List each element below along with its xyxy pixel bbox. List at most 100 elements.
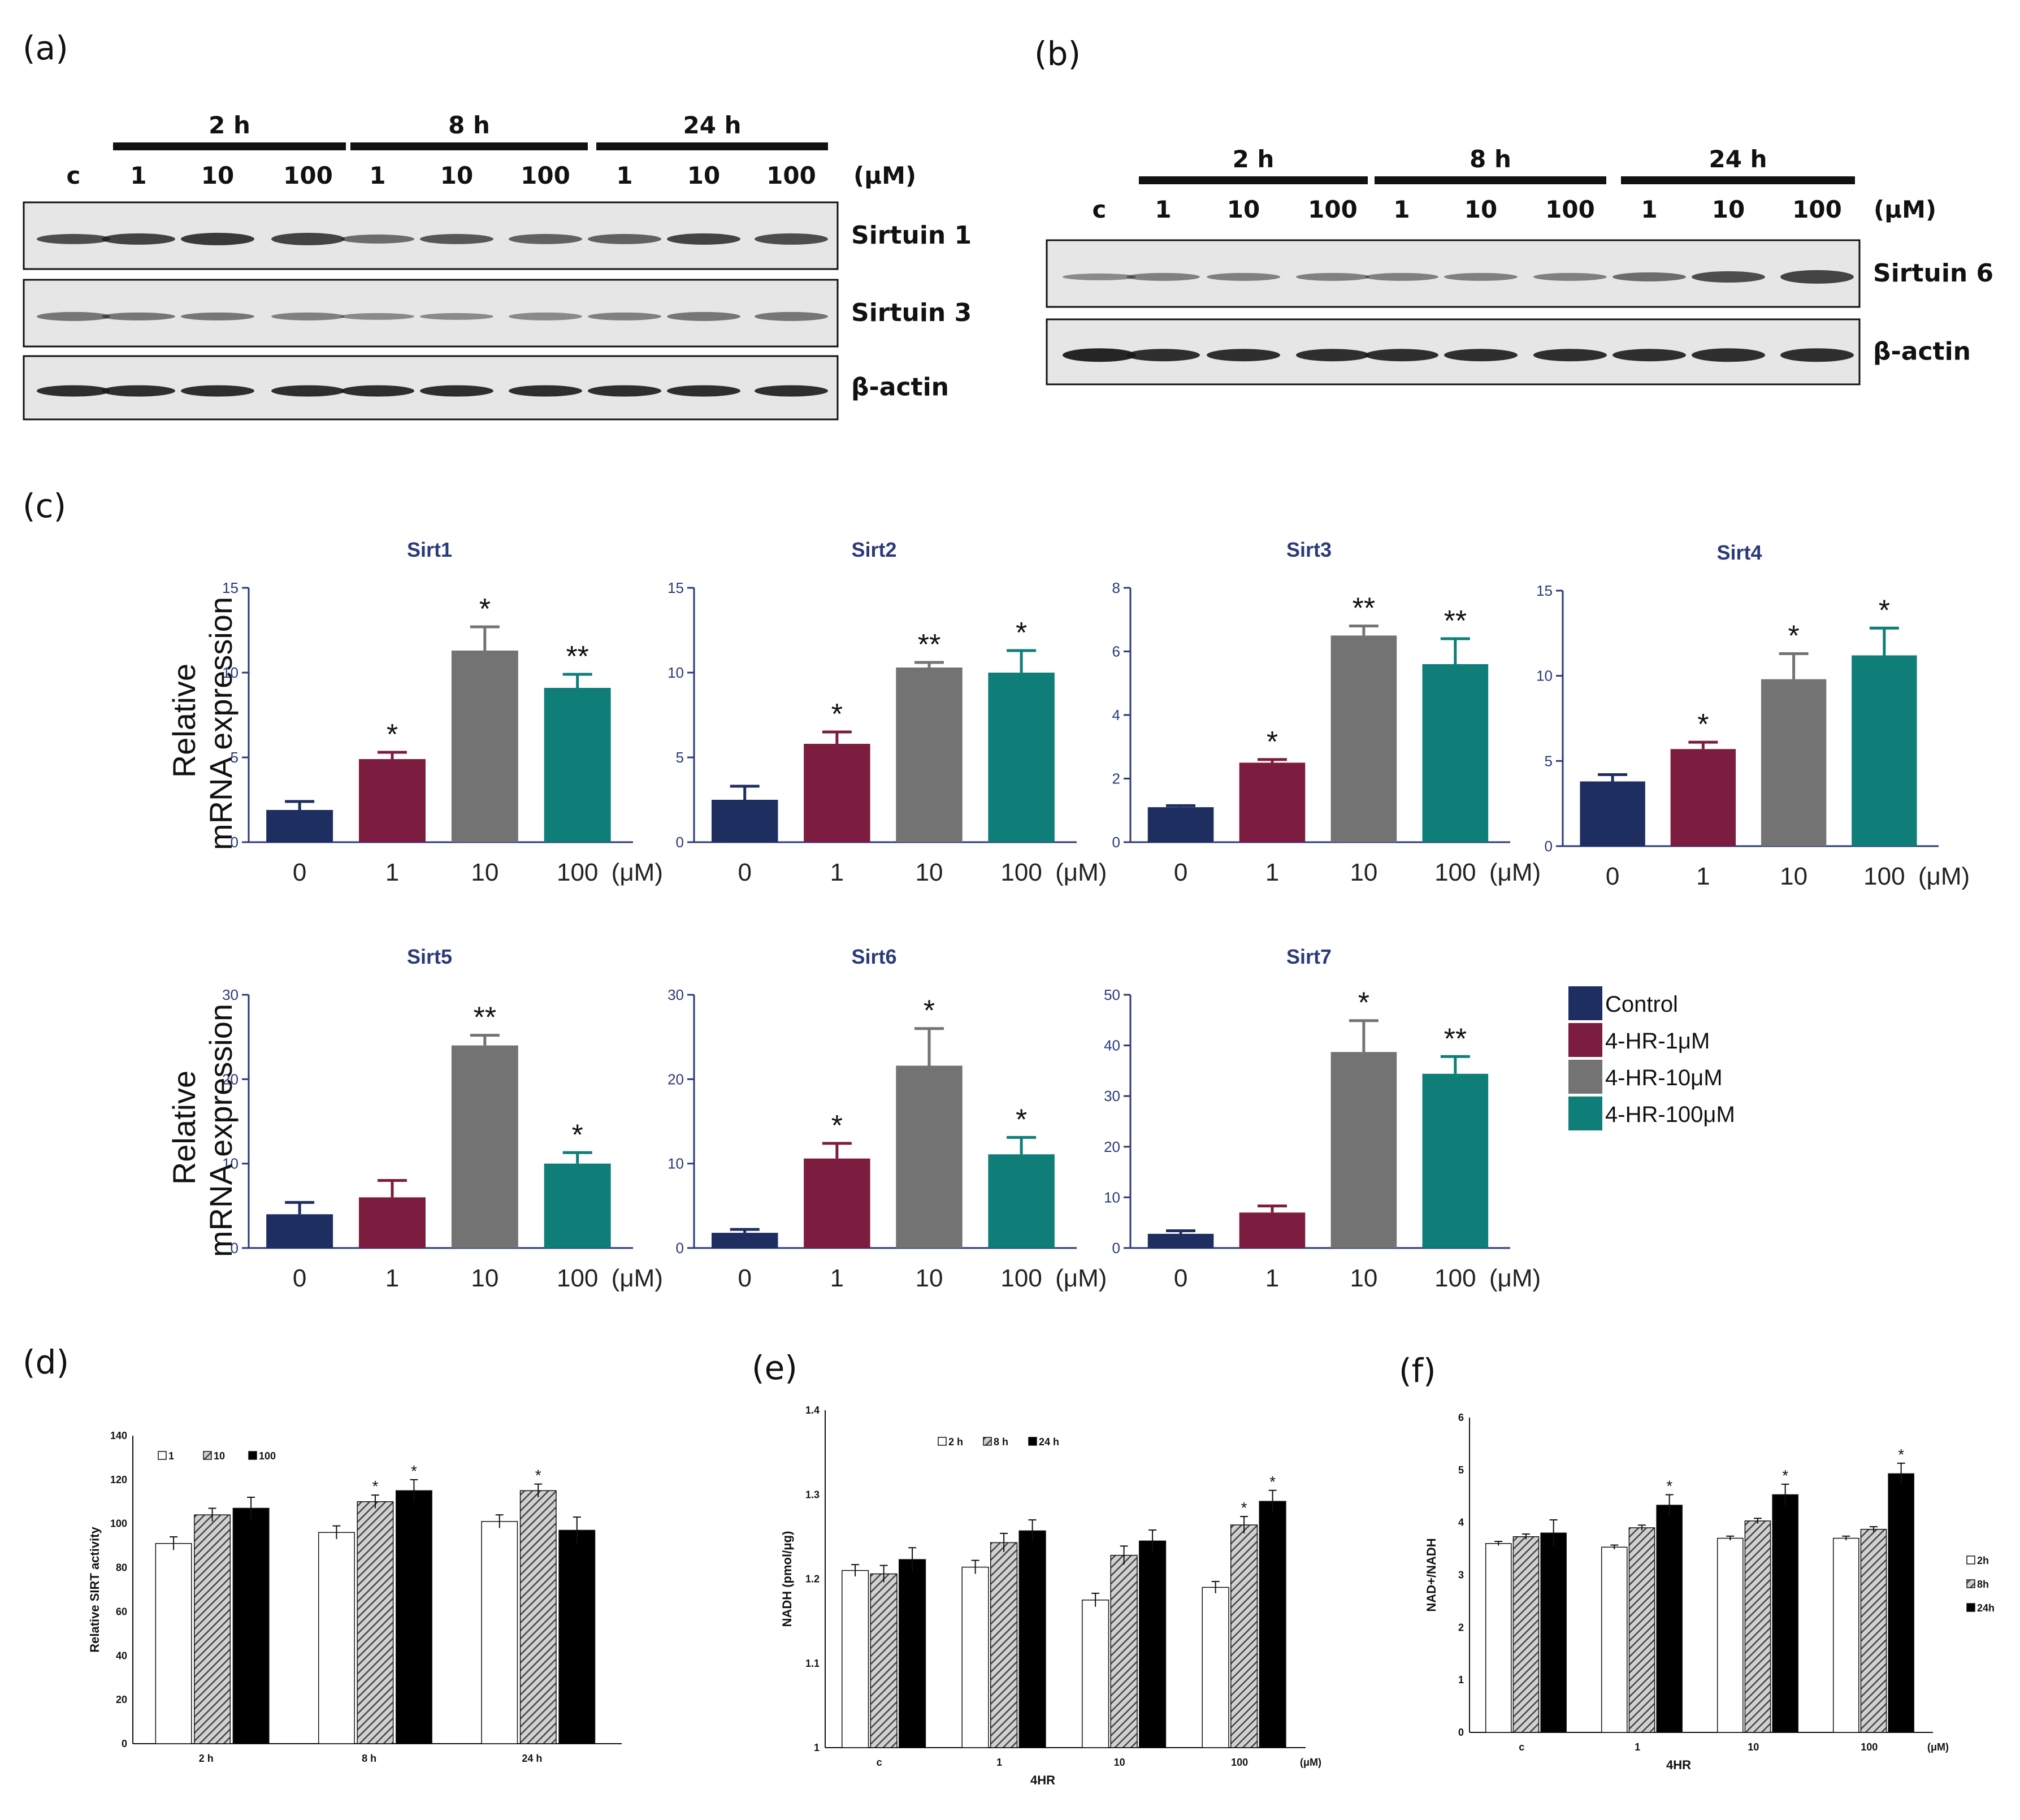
dose-label: 10 — [1712, 196, 1745, 223]
blot-row: β-actin — [23, 355, 949, 421]
time-label: 24 h — [1709, 145, 1767, 173]
time-label: 24 h — [683, 111, 742, 139]
y-tick-label: 3 — [1458, 1570, 1464, 1581]
band — [181, 232, 254, 245]
bar-10 — [1761, 679, 1827, 846]
x-tick-label: 100 — [1434, 1264, 1476, 1292]
x-tick-label: 0 — [293, 1264, 306, 1292]
dose-label: 10 — [687, 162, 720, 189]
bar-1-2 h — [155, 1543, 192, 1744]
legend-swatch — [938, 1437, 947, 1446]
band — [420, 385, 493, 397]
y-tick-label: 40 — [116, 1650, 127, 1661]
legend-swatch — [203, 1451, 212, 1460]
band — [181, 385, 254, 397]
time-bar-0 — [113, 142, 346, 150]
control-lane-label: c — [67, 162, 81, 189]
band — [509, 312, 582, 320]
significance-marker: ** — [1444, 605, 1467, 638]
significance-marker: * — [1241, 1499, 1247, 1516]
band — [341, 313, 414, 320]
dose-label: 100 — [521, 162, 570, 189]
bar-100 — [988, 673, 1055, 842]
bar-0 — [1147, 807, 1214, 842]
bar-100 — [544, 688, 611, 842]
y-tick-label: 15 — [222, 579, 239, 596]
panel-label-e: (e) — [752, 1349, 797, 1387]
y-tick-label: 100 — [110, 1518, 127, 1529]
y-tick-label: 2 — [1458, 1622, 1464, 1633]
y-tick-label: 2 — [1112, 770, 1120, 787]
bar-1 — [1670, 749, 1736, 846]
band — [1780, 270, 1854, 284]
western-blot-a: 2 h 8 h 24 h c 1 10 100 1 10 100 1 10 100 (μM) Sirtuin… — [23, 111, 972, 421]
bar-1-8 h — [318, 1532, 355, 1744]
panel-label-d: (d) — [23, 1343, 69, 1381]
band — [1126, 349, 1200, 362]
bar-8h-c — [1512, 1536, 1540, 1733]
blot-row: Sirtuin 1 — [23, 201, 972, 270]
chart-sirt6: 0 10 20 30 Sirt6 0 * 1 * 10 * 100 (μM) — [667, 945, 1107, 1292]
y-tick-label: 8 — [1112, 579, 1120, 596]
bar-8h-10 — [1744, 1520, 1771, 1733]
band — [588, 233, 661, 244]
legend-label: 10 — [214, 1450, 225, 1462]
y-tick-label: 50 — [1104, 986, 1120, 1003]
time-label: 8 h — [448, 111, 490, 139]
band — [271, 312, 345, 320]
band — [37, 385, 110, 397]
chart-sirt3: 0 2 4 6 8 Sirt3 0 * 1 ** 10 ** 100 (μM) — [1112, 538, 1541, 886]
bar-8 h-10 — [1110, 1554, 1138, 1748]
x-tick-label: 10 — [1780, 863, 1807, 890]
bar-24h-10 — [1772, 1494, 1798, 1733]
blot-row: β-actin — [1046, 318, 1971, 385]
legend-swatch-10 — [1568, 1060, 1602, 1094]
significance-marker: * — [1788, 619, 1799, 652]
chart-sirt4: 0 5 10 15 Sirt4 0 * 1 * 10 * 100 (μM) — [1536, 541, 1970, 890]
unit-label: (μM) — [1489, 1264, 1541, 1292]
band — [1063, 273, 1136, 280]
unit-label: (μM) — [1874, 196, 1936, 223]
y-axis-label: NAD+/NADH — [1424, 1538, 1438, 1611]
dose-label: 1 — [1155, 196, 1171, 223]
chart-nadh: 1 1.1 1.2 1.3 1.4 c 1 10 * * 100 (μM) 4HR NADH (pmol/… — [780, 1405, 1321, 1787]
y-tick-label: 30 — [222, 986, 239, 1003]
x-tick-label: 8 h — [362, 1753, 376, 1764]
significance-marker: * — [1879, 594, 1890, 627]
legend-label: 1 — [168, 1450, 174, 1462]
significance-marker: ** — [1353, 592, 1375, 625]
dose-label: 100 — [283, 162, 333, 189]
y-tick-label: 20 — [222, 1071, 239, 1087]
c-ylabel-row2-line1: Relative — [166, 1071, 202, 1185]
x-tick-label: 10 — [1114, 1757, 1125, 1768]
y-tick-label: 5 — [676, 749, 684, 766]
time-label: 8 h — [1470, 145, 1511, 173]
c-ylabel-row2-line2: mRNA expression — [203, 1004, 239, 1257]
x-tick-label: 100 — [1000, 1264, 1042, 1292]
significance-marker: * — [1358, 987, 1369, 1020]
bar-24 h-1 — [1018, 1530, 1046, 1748]
legend-label: 24 h — [1039, 1436, 1059, 1448]
band — [667, 385, 740, 397]
bar-8 h-100 — [1230, 1524, 1258, 1748]
band — [1612, 349, 1686, 362]
band — [1207, 349, 1280, 362]
y-tick-label: 5 — [1458, 1464, 1464, 1476]
chart-sirt1: 0 5 10 15 Sirt1 0 * 1 * 10 ** 100 (μM) — [222, 538, 663, 886]
x-tick-label: 10 — [1350, 859, 1377, 886]
legend-label: 8h — [1977, 1579, 1989, 1590]
band — [420, 233, 493, 244]
bar-1 — [358, 759, 426, 842]
panel-label-a: (a) — [23, 29, 68, 67]
x-tick-label: 0 — [1174, 1264, 1187, 1292]
x-tick-label: 1 — [830, 859, 844, 886]
band — [667, 311, 740, 321]
band — [755, 233, 828, 245]
unit-label: (μM) — [1300, 1757, 1321, 1768]
chart-title: Sirt3 — [1286, 538, 1332, 561]
bar-24 h-c — [898, 1559, 926, 1748]
dose-label: 1 — [130, 162, 146, 189]
dose-label: 100 — [766, 162, 816, 189]
band — [509, 385, 582, 397]
y-tick-label: 6 — [1458, 1412, 1464, 1423]
